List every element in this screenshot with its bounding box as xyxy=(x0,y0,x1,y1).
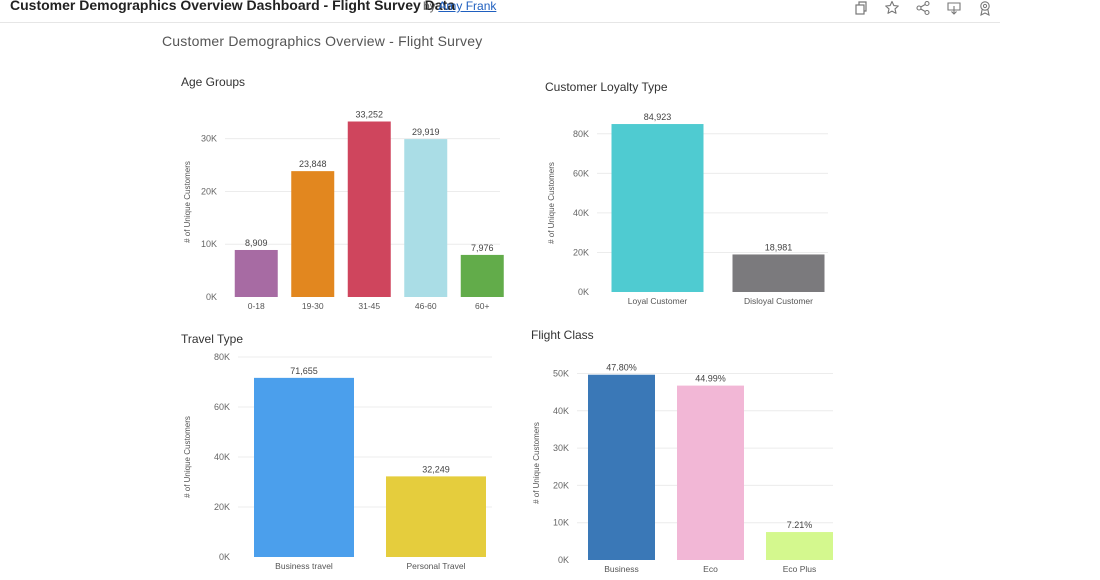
age-bar-1[interactable] xyxy=(291,171,335,297)
class-value-label: 7.21% xyxy=(787,520,813,530)
age-chart-title: Age Groups xyxy=(181,75,246,89)
class-ytick-label: 50K xyxy=(553,368,569,378)
travel-bar-0[interactable] xyxy=(254,377,354,557)
age-bar-3[interactable] xyxy=(404,139,448,297)
age-y-axis-title: # of Unique Customers xyxy=(183,161,192,243)
age-groups-chart: 0K 10K 20K 30K # of Unique Customers 8,909 0-1… xyxy=(183,110,504,311)
download-icon[interactable] xyxy=(946,0,962,16)
loyalty-ytick-label: 0K xyxy=(578,287,589,297)
age-bar-4[interactable] xyxy=(460,254,504,297)
class-chart-title: Flight Class xyxy=(531,328,594,342)
age-bar-0[interactable] xyxy=(234,249,278,297)
age-category-label: 60+ xyxy=(475,301,489,311)
class-y-axis-title: # of Unique Customers xyxy=(532,422,541,504)
badge-icon[interactable] xyxy=(977,0,993,16)
travel-value-label: 71,655 xyxy=(290,366,318,376)
class-ytick-label: 0K xyxy=(558,555,569,565)
class-ytick-label: 10K xyxy=(553,518,569,528)
flight-class-chart: 0K 10K 20K 30K 40K 50K # of Unique Customers 47… xyxy=(532,363,833,574)
travel-bar-1[interactable] xyxy=(386,476,486,557)
age-category-label: 19-30 xyxy=(302,301,324,311)
travel-ytick-label: 80K xyxy=(214,352,230,362)
age-category-label: 0-18 xyxy=(248,301,265,311)
travel-ytick-label: 40K xyxy=(214,452,230,462)
travel-chart-title: Travel Type xyxy=(181,332,244,346)
customer-loyalty-chart: 0K 20K 40K 60K 80K # of Unique Customers 84,92… xyxy=(547,112,828,306)
loyalty-y-axis-title: # of Unique Customers xyxy=(547,162,556,244)
age-bar-2[interactable] xyxy=(347,121,391,298)
class-bar-0[interactable] xyxy=(588,374,655,560)
travel-category-label: Personal Travel xyxy=(406,561,465,571)
class-category-label: Eco xyxy=(703,564,718,574)
class-value-label: 44.99% xyxy=(695,374,726,384)
travel-ytick-label: 60K xyxy=(214,402,230,412)
loyalty-ytick-label: 20K xyxy=(573,247,589,257)
class-ytick-label: 40K xyxy=(553,406,569,416)
travel-value-label: 32,249 xyxy=(422,464,450,474)
class-value-label: 47.80% xyxy=(606,363,637,373)
class-category-label: Business xyxy=(604,564,639,574)
travel-category-label: Business travel xyxy=(275,561,333,571)
travel-type-chart: 0K 20K 40K 60K 80K # of Unique Customers 71,65… xyxy=(183,352,492,571)
age-ytick-label: 20K xyxy=(201,186,217,196)
class-category-label: Eco Plus xyxy=(783,564,817,574)
loyalty-ytick-label: 60K xyxy=(573,168,589,178)
workbook-title: Customer Demographics Overview Dashboard… xyxy=(10,0,456,13)
class-ytick-label: 30K xyxy=(553,443,569,453)
loyalty-ytick-label: 80K xyxy=(573,129,589,139)
loyalty-bar-0[interactable] xyxy=(611,124,704,293)
age-value-label: 8,909 xyxy=(245,238,268,248)
age-ytick-label: 0K xyxy=(206,292,217,302)
dashboard-title: Customer Demographics Overview - Flight … xyxy=(162,33,483,49)
share-icon[interactable] xyxy=(915,0,931,16)
author-link[interactable]: Amy Frank xyxy=(438,0,497,13)
loyalty-chart-title: Customer Loyalty Type xyxy=(545,80,668,94)
class-bar-1[interactable] xyxy=(677,385,744,560)
age-category-label: 31-45 xyxy=(358,301,380,311)
loyalty-value-label: 84,923 xyxy=(644,112,672,122)
age-category-label: 46-60 xyxy=(415,301,437,311)
author-byline: by Amy Frank xyxy=(423,0,496,13)
age-ytick-label: 10K xyxy=(201,239,217,249)
loyalty-category-label: Disloyal Customer xyxy=(744,296,813,306)
age-ytick-label: 30K xyxy=(201,134,217,144)
age-value-label: 23,848 xyxy=(299,159,327,169)
age-value-label: 29,919 xyxy=(412,127,440,137)
star-icon[interactable] xyxy=(884,0,900,16)
loyalty-category-label: Loyal Customer xyxy=(628,296,688,306)
loyalty-ytick-label: 40K xyxy=(573,208,589,218)
class-ytick-label: 20K xyxy=(553,480,569,490)
title-bar: Customer Demographics Overview Dashboard… xyxy=(0,0,1000,23)
age-value-label: 33,252 xyxy=(355,110,383,120)
loyalty-bar-1[interactable] xyxy=(732,254,825,292)
travel-ytick-label: 20K xyxy=(214,502,230,512)
travel-ytick-label: 0K xyxy=(219,552,230,562)
age-value-label: 7,976 xyxy=(471,243,494,253)
loyalty-value-label: 18,981 xyxy=(765,242,793,252)
copy-icon[interactable] xyxy=(853,0,869,16)
class-bar-2[interactable] xyxy=(766,532,833,560)
by-label: by xyxy=(423,0,436,13)
travel-y-axis-title: # of Unique Customers xyxy=(183,416,192,498)
